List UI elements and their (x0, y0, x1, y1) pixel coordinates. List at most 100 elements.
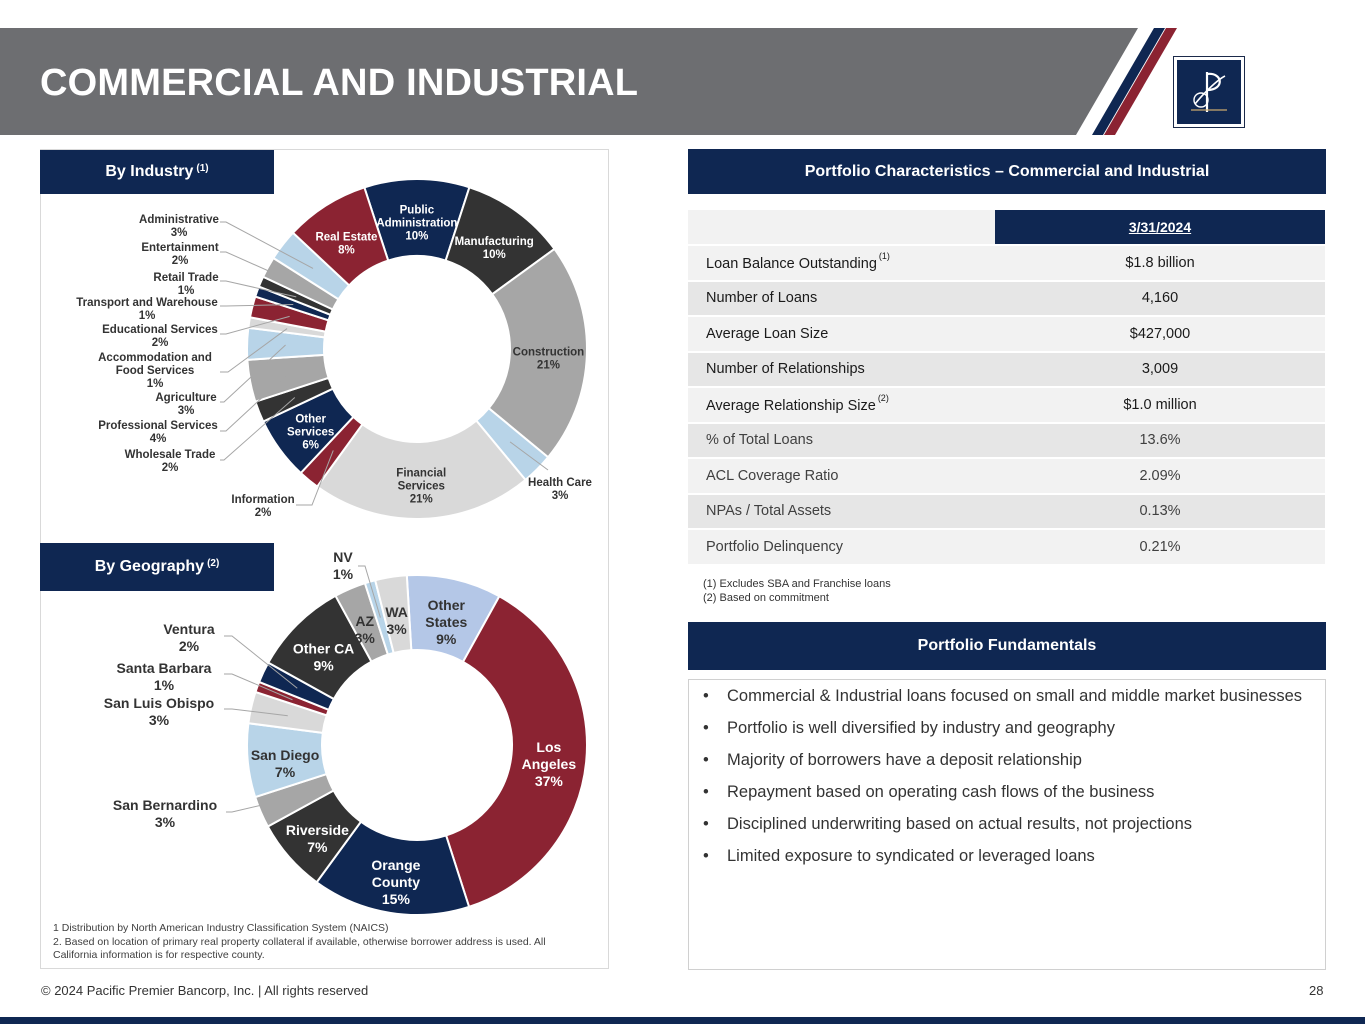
header-red-stripe (1104, 28, 1177, 135)
slice-value: 9% (436, 631, 457, 647)
leader-line (358, 565, 381, 618)
slice-value: 4% (150, 433, 167, 445)
row-label-text: Average Relationship Size (706, 397, 876, 414)
geography-donut (224, 565, 588, 916)
slice-value: 3% (155, 814, 176, 830)
leader-line (509, 441, 549, 471)
slice-label: Retail Trade 1% (153, 272, 218, 297)
leader-line (220, 304, 294, 307)
table-row-label: % of Total Loans (688, 423, 995, 457)
table-row: Average Loan Size $427,000 (688, 317, 1325, 351)
slice-label: WA 3% (385, 604, 408, 637)
table-row: Number of Relationships 3,009 (688, 352, 1325, 386)
table-header-empty-cell (688, 210, 995, 244)
table-row-label: Portfolio Delinquency (688, 530, 995, 564)
portfolio-note-1: (1) Excludes SBA and Franchise loans (703, 578, 891, 590)
slice-label: Ventura 2% (163, 621, 215, 654)
table-row-value: 3,009 (995, 352, 1325, 386)
geography-section-tag: By Geography (2) (40, 543, 274, 591)
slice-label: Educational Services 2% (102, 324, 218, 349)
portfolio-notes: (1) Excludes SBA and Franchise loans (2)… (703, 577, 891, 605)
slice-value: 2% (179, 638, 200, 654)
slice-label: Riverside 7% (286, 822, 349, 855)
leader-line (220, 328, 288, 373)
slice-label: Financial Services 21% (396, 468, 446, 506)
donut-slice (291, 186, 390, 287)
portfolio-fundamentals-header: Portfolio Fundamentals (688, 622, 1326, 670)
slice-label: Accommodation and Food Services 1% (98, 352, 212, 390)
leader-line (226, 796, 296, 813)
slice-value: 2% (172, 255, 189, 267)
slice-value: 37% (535, 773, 564, 789)
slice-value: 3% (552, 490, 569, 502)
slice-label: Real Estate 8% (315, 232, 377, 257)
slice-value: 1% (178, 285, 195, 297)
slice-label: Public Administration 10% (376, 205, 457, 243)
slice-label: Professional Services 4% (98, 420, 218, 445)
row-label-text: Loan Balance Outstanding (706, 255, 877, 272)
portfolio-characteristics-table: 3/31/2024 Loan Balance Outstanding (1) $1.… (688, 208, 1325, 566)
table-date-header: 3/31/2024 (995, 210, 1325, 244)
donut-slice (315, 419, 527, 520)
portfolio-fundamentals-box: Commercial & Industrial loans focused on… (688, 679, 1326, 970)
donut-slice (487, 247, 588, 459)
slice-label: San Diego 7% (251, 747, 319, 780)
fundamentals-bullet: Disciplined underwriting based on actual… (703, 814, 1305, 834)
fundamentals-bullet-list: Commercial & Industrial loans focused on… (689, 680, 1325, 866)
page-number: 28 (1309, 983, 1324, 998)
slice-value: 3% (387, 621, 408, 637)
portfolio-note-2: (2) Based on commitment (703, 592, 829, 604)
slice-value: 3% (171, 227, 188, 239)
row-label-sup: (1) (878, 250, 890, 261)
table-row-value: 0.13% (995, 494, 1325, 528)
table-row-value: $1.0 million (995, 388, 1325, 422)
table-row-label: Average Loan Size (688, 317, 995, 351)
footer-copyright: © 2024 Pacific Premier Bancorp, Inc. | A… (41, 983, 369, 998)
row-label-text: Number of Loans (706, 290, 818, 307)
row-label-text: NPAs / Total Assets (706, 503, 832, 520)
slice-label: San Luis Obispo 3% (104, 695, 214, 728)
slice-value: 7% (275, 764, 296, 780)
header-navy-stripe (1092, 28, 1165, 135)
row-label-text: ACL Coverage Ratio (706, 467, 839, 484)
fundamentals-bullet: Commercial & Industrial loans focused on… (703, 686, 1305, 706)
industry-tag-label: By Industry (105, 163, 194, 180)
industry-donut (220, 178, 588, 520)
row-label-text: Portfolio Delinquency (706, 538, 844, 555)
slice-label: Information 2% (231, 494, 294, 519)
table-row: Portfolio Delinquency 0.21% (688, 530, 1325, 564)
table-row-label: ACL Coverage Ratio (688, 459, 995, 493)
industry-section-tag: By Industry (1) (40, 150, 274, 194)
donut-slice (444, 594, 588, 909)
slice-value: 10% (483, 249, 506, 261)
logo-emblem (1177, 60, 1241, 124)
row-label-text: Average Loan Size (706, 325, 829, 342)
slice-value: 7% (307, 839, 328, 855)
slice-value: 3% (355, 630, 376, 646)
table-row-label: Average Relationship Size (2) (688, 388, 995, 422)
slice-value: 1% (147, 378, 164, 390)
table-row-label: NPAs / Total Assets (688, 494, 995, 528)
slice-value: 2% (152, 337, 169, 349)
leader-line (296, 450, 334, 506)
table-row-label: Number of Loans (688, 281, 995, 315)
fundamentals-bullet: Portfolio is well diversified by industr… (703, 718, 1305, 738)
slice-label: Administrative 3% (139, 214, 219, 239)
leader-line (220, 344, 286, 403)
slice-value: 8% (338, 245, 355, 257)
slice-label: Wholesale Trade 2% (125, 449, 216, 474)
leader-line (220, 251, 302, 287)
table-row-value: $427,000 (995, 317, 1325, 351)
leader-line (220, 373, 289, 432)
slice-label: Entertainment 2% (141, 242, 218, 267)
table-row-value: 2.09% (995, 459, 1325, 493)
table-row: ACL Coverage Ratio 2.09% (688, 459, 1325, 493)
row-label-sup: (2) (877, 392, 889, 403)
slice-label: Los Angeles 37% (522, 739, 577, 789)
table-row-value: $1.8 billion (995, 246, 1325, 280)
company-logo (1173, 56, 1245, 128)
row-label-text: Number of Relationships (706, 361, 865, 378)
table-body: Loan Balance Outstanding (1) $1.8 billion N… (688, 246, 1325, 564)
table-row-value: 13.6% (995, 423, 1325, 457)
